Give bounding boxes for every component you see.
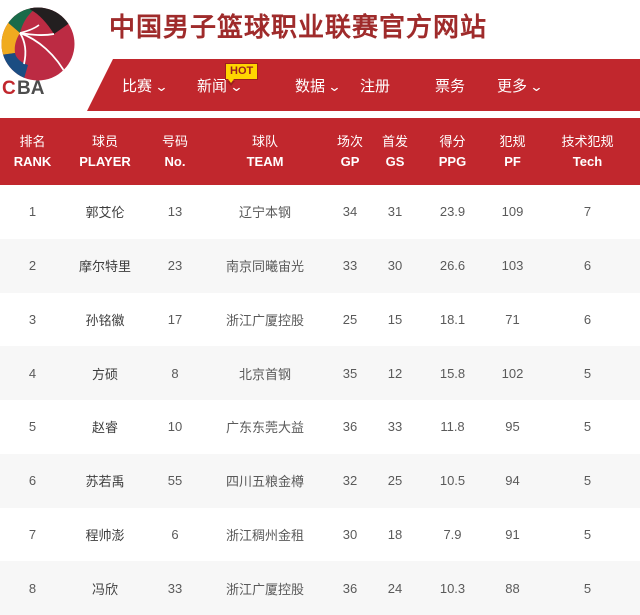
svg-text:BA: BA xyxy=(17,78,45,98)
svg-text:C: C xyxy=(2,78,16,98)
